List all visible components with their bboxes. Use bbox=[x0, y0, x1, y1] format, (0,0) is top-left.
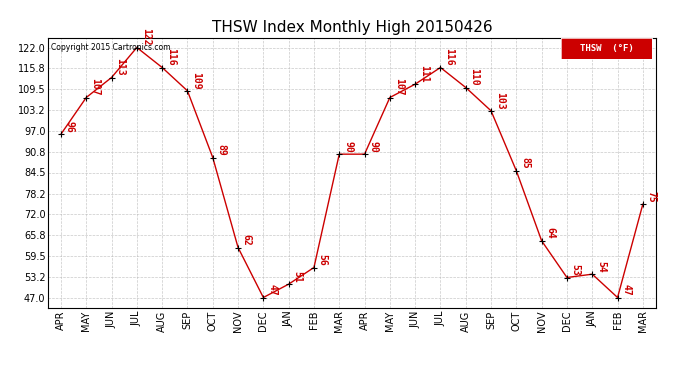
Text: 51: 51 bbox=[293, 271, 302, 282]
Text: 113: 113 bbox=[115, 58, 126, 76]
Text: 107: 107 bbox=[90, 78, 100, 96]
Text: 111: 111 bbox=[419, 65, 429, 82]
Text: 47: 47 bbox=[267, 284, 277, 296]
Text: Copyright 2015 Cartronics.com: Copyright 2015 Cartronics.com bbox=[51, 43, 171, 52]
Text: 109: 109 bbox=[191, 72, 201, 89]
Text: 122: 122 bbox=[141, 28, 150, 46]
Text: 64: 64 bbox=[546, 227, 555, 239]
Text: 90: 90 bbox=[343, 141, 353, 153]
Text: 107: 107 bbox=[393, 78, 404, 96]
Text: 96: 96 bbox=[65, 121, 75, 132]
Text: 56: 56 bbox=[317, 254, 328, 266]
Text: 103: 103 bbox=[495, 92, 505, 109]
Text: 116: 116 bbox=[166, 48, 176, 66]
Title: THSW Index Monthly High 20150426: THSW Index Monthly High 20150426 bbox=[212, 20, 492, 35]
Text: 54: 54 bbox=[596, 261, 606, 273]
Text: 85: 85 bbox=[520, 158, 530, 169]
Text: 62: 62 bbox=[242, 234, 252, 246]
Text: 47: 47 bbox=[622, 284, 631, 296]
Text: 116: 116 bbox=[444, 48, 454, 66]
Text: 90: 90 bbox=[368, 141, 378, 153]
Text: 75: 75 bbox=[647, 191, 657, 202]
Text: 53: 53 bbox=[571, 264, 581, 276]
Text: 110: 110 bbox=[469, 68, 480, 86]
Text: 89: 89 bbox=[217, 144, 226, 156]
